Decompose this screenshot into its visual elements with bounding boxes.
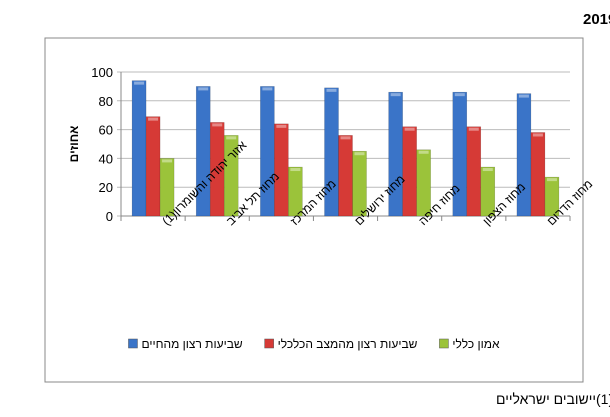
y-tick-label: 100 xyxy=(91,65,113,80)
bar-highlight xyxy=(148,117,159,121)
bar xyxy=(145,116,161,217)
bar xyxy=(480,166,496,217)
bar-highlight xyxy=(212,123,223,127)
bar-highlight xyxy=(198,87,209,91)
bar xyxy=(530,132,546,217)
bar-highlight xyxy=(162,159,173,163)
bar-highlight xyxy=(134,81,145,85)
bars xyxy=(131,80,560,217)
bar-highlight xyxy=(226,136,237,140)
bar-highlight xyxy=(340,136,351,140)
bar-highlight xyxy=(546,178,557,182)
legend: שביעות רצון מהחיים שביעות רצון מהמצב הכלכ… xyxy=(128,337,500,351)
legend-label: אמון כללי xyxy=(452,337,500,351)
bar-highlight xyxy=(354,152,365,156)
bar xyxy=(416,149,431,217)
legend-swatch xyxy=(264,338,274,349)
bar-highlight xyxy=(518,94,529,98)
bar xyxy=(274,123,289,217)
y-tick-label: 80 xyxy=(99,94,113,109)
y-tick-label: 40 xyxy=(99,151,113,166)
bar-highlight xyxy=(326,88,337,92)
bar-highlight xyxy=(454,93,465,97)
bar-highlight xyxy=(482,168,493,172)
bar xyxy=(402,126,417,217)
bar xyxy=(159,158,175,217)
footnote: (1)יישובים ישראליים xyxy=(496,391,610,407)
bar-highlight xyxy=(276,124,287,128)
bar xyxy=(223,135,239,217)
y-tick-label: 60 xyxy=(99,123,113,138)
bar-highlight xyxy=(468,127,479,131)
bar xyxy=(544,176,560,217)
legend-label: שביעות רצון מהמצב הכלכלי xyxy=(278,337,418,351)
legend-swatch xyxy=(128,338,138,349)
bar xyxy=(288,166,303,217)
legend-label: שביעות רצון מהחיים xyxy=(141,337,242,351)
bar-highlight xyxy=(532,133,543,137)
y-tick-label: 0 xyxy=(106,209,113,224)
bar-highlight xyxy=(390,93,401,97)
bar xyxy=(338,135,353,217)
y-tick-label: 20 xyxy=(99,180,113,195)
bar-highlight xyxy=(404,127,415,131)
bar xyxy=(131,80,147,217)
bar xyxy=(352,150,367,217)
y-tick-labels: 0 20 40 60 80 100 xyxy=(91,65,113,224)
y-axis-label: אחוזים xyxy=(67,126,81,163)
bar-highlight xyxy=(262,87,273,91)
bar-highlight xyxy=(290,168,301,172)
bar-highlight xyxy=(418,150,429,154)
legend-swatch xyxy=(439,338,449,349)
chart-title: שביעות רצון מהחיים, אמון כללי ושביעות רצ… xyxy=(583,11,610,28)
bar xyxy=(466,126,482,217)
